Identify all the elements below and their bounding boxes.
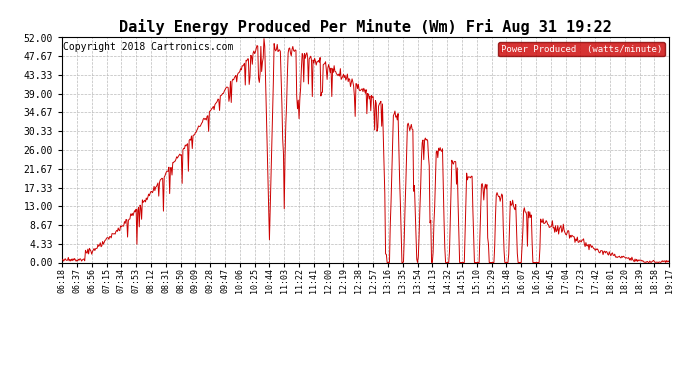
- Title: Daily Energy Produced Per Minute (Wm) Fri Aug 31 19:22: Daily Energy Produced Per Minute (Wm) Fr…: [119, 19, 612, 35]
- Text: Copyright 2018 Cartronics.com: Copyright 2018 Cartronics.com: [63, 42, 234, 52]
- Legend: Power Produced  (watts/minute): Power Produced (watts/minute): [498, 42, 664, 56]
